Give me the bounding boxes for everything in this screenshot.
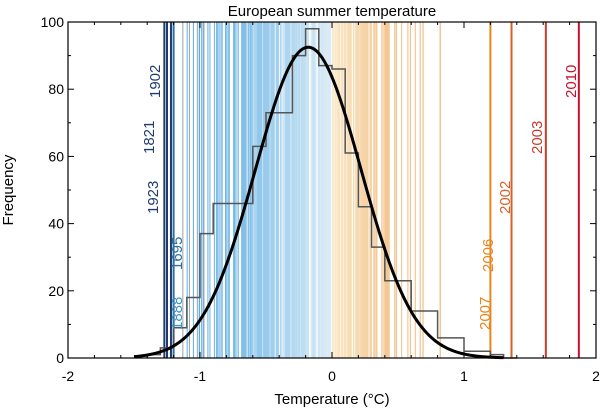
fit-curve bbox=[133, 45, 504, 360]
year-label-1902: 1902 bbox=[147, 65, 164, 98]
year-label-1888: 1888 bbox=[169, 297, 186, 330]
year-label-2003: 2003 bbox=[529, 121, 546, 154]
year-label-1821: 1821 bbox=[141, 121, 158, 154]
x-tick-label: 2 bbox=[592, 368, 600, 384]
year-label-1923: 1923 bbox=[145, 181, 162, 214]
y-tick-label: 60 bbox=[48, 148, 64, 164]
year-label-2010: 2010 bbox=[563, 65, 580, 98]
y-axis-label: Frequency bbox=[0, 154, 17, 225]
x-axis-label: Temperature (°C) bbox=[274, 391, 389, 408]
year-labels-layer: 1902 1821 1923 1695 1888 2007 2006 2002 2003 2010 bbox=[141, 65, 580, 330]
histogram-layer bbox=[146, 27, 517, 359]
year-label-1695: 1695 bbox=[169, 237, 186, 270]
fit-curve-layer bbox=[133, 45, 504, 360]
x-tick-label: 0 bbox=[328, 368, 336, 384]
year-label-2002: 2002 bbox=[497, 181, 514, 214]
x-tick-label: 1 bbox=[460, 368, 468, 384]
year-lines-layer bbox=[163, 22, 580, 358]
x-tick-label: -2 bbox=[62, 368, 75, 384]
year-label-2006: 2006 bbox=[480, 239, 497, 272]
year-label-2007: 2007 bbox=[477, 297, 494, 330]
y-tick-label: 80 bbox=[48, 81, 64, 97]
chart-title: European summer temperature bbox=[228, 3, 436, 20]
x-tick-label: -1 bbox=[194, 368, 207, 384]
histogram-outline bbox=[146, 27, 517, 359]
y-tick-label: 40 bbox=[48, 216, 64, 232]
y-tick-label: 20 bbox=[48, 283, 64, 299]
y-tick-label: 0 bbox=[56, 350, 64, 366]
y-tick-label: 100 bbox=[41, 14, 65, 30]
